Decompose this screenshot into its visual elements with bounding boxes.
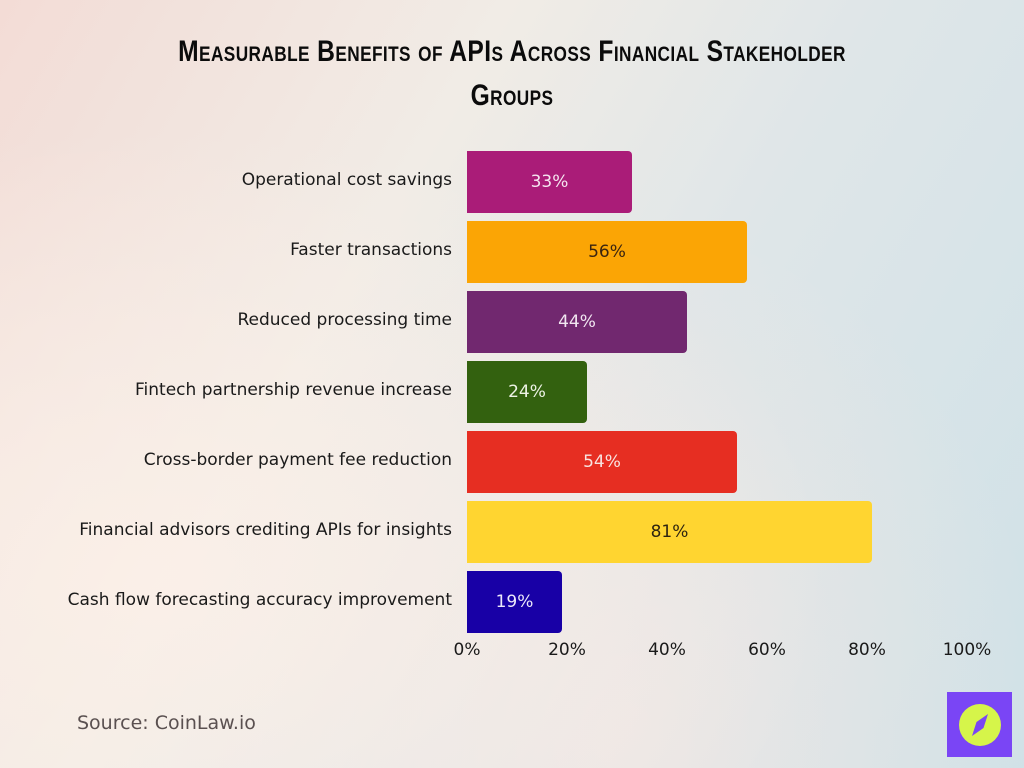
compass-icon	[958, 703, 1001, 746]
bar-value-label: 24%	[508, 382, 546, 402]
bar-value-label: 33%	[530, 172, 569, 192]
bar-value-label: 44%	[558, 312, 596, 332]
bar: 56%	[467, 221, 747, 283]
x-axis-tick: 100%	[942, 640, 992, 660]
bar-value-label: 54%	[583, 452, 621, 472]
category-label: Fintech partnership revenue increase	[135, 380, 452, 400]
chart-title-line-1: Measurable Benefits of APIs Across Finan…	[178, 35, 846, 68]
bar: 44%	[467, 291, 687, 353]
brand-logo	[947, 692, 1012, 757]
category-label: Operational cost savings	[241, 170, 452, 190]
category-label: Cash flow forecasting accuracy improveme…	[67, 590, 452, 610]
bar: 33%	[467, 151, 632, 213]
bar: 54%	[467, 431, 737, 493]
x-axis-tick: 40%	[648, 640, 686, 660]
category-label: Cross-border payment fee reduction	[143, 450, 452, 470]
source-credit: Source: CoinLaw.io	[77, 712, 256, 734]
chart-title: Measurable Benefits of APIs Across Finan…	[92, 30, 932, 118]
bar: 81%	[467, 501, 872, 563]
x-axis-tick: 0%	[453, 640, 481, 660]
bar: 24%	[467, 361, 587, 423]
category-label: Faster transactions	[290, 240, 452, 260]
chart-title-line-2: Groups	[470, 79, 554, 112]
bar: 19%	[467, 571, 562, 633]
x-axis-tick: 80%	[848, 640, 886, 660]
category-label: Financial advisors crediting APIs for in…	[79, 520, 452, 540]
category-label: Reduced processing time	[237, 310, 452, 330]
x-axis-tick: 60%	[748, 640, 786, 660]
x-axis-tick: 20%	[548, 640, 586, 660]
bar-value-label: 19%	[495, 592, 534, 612]
bar-value-label: 81%	[650, 522, 689, 542]
bar-value-label: 56%	[588, 242, 626, 262]
